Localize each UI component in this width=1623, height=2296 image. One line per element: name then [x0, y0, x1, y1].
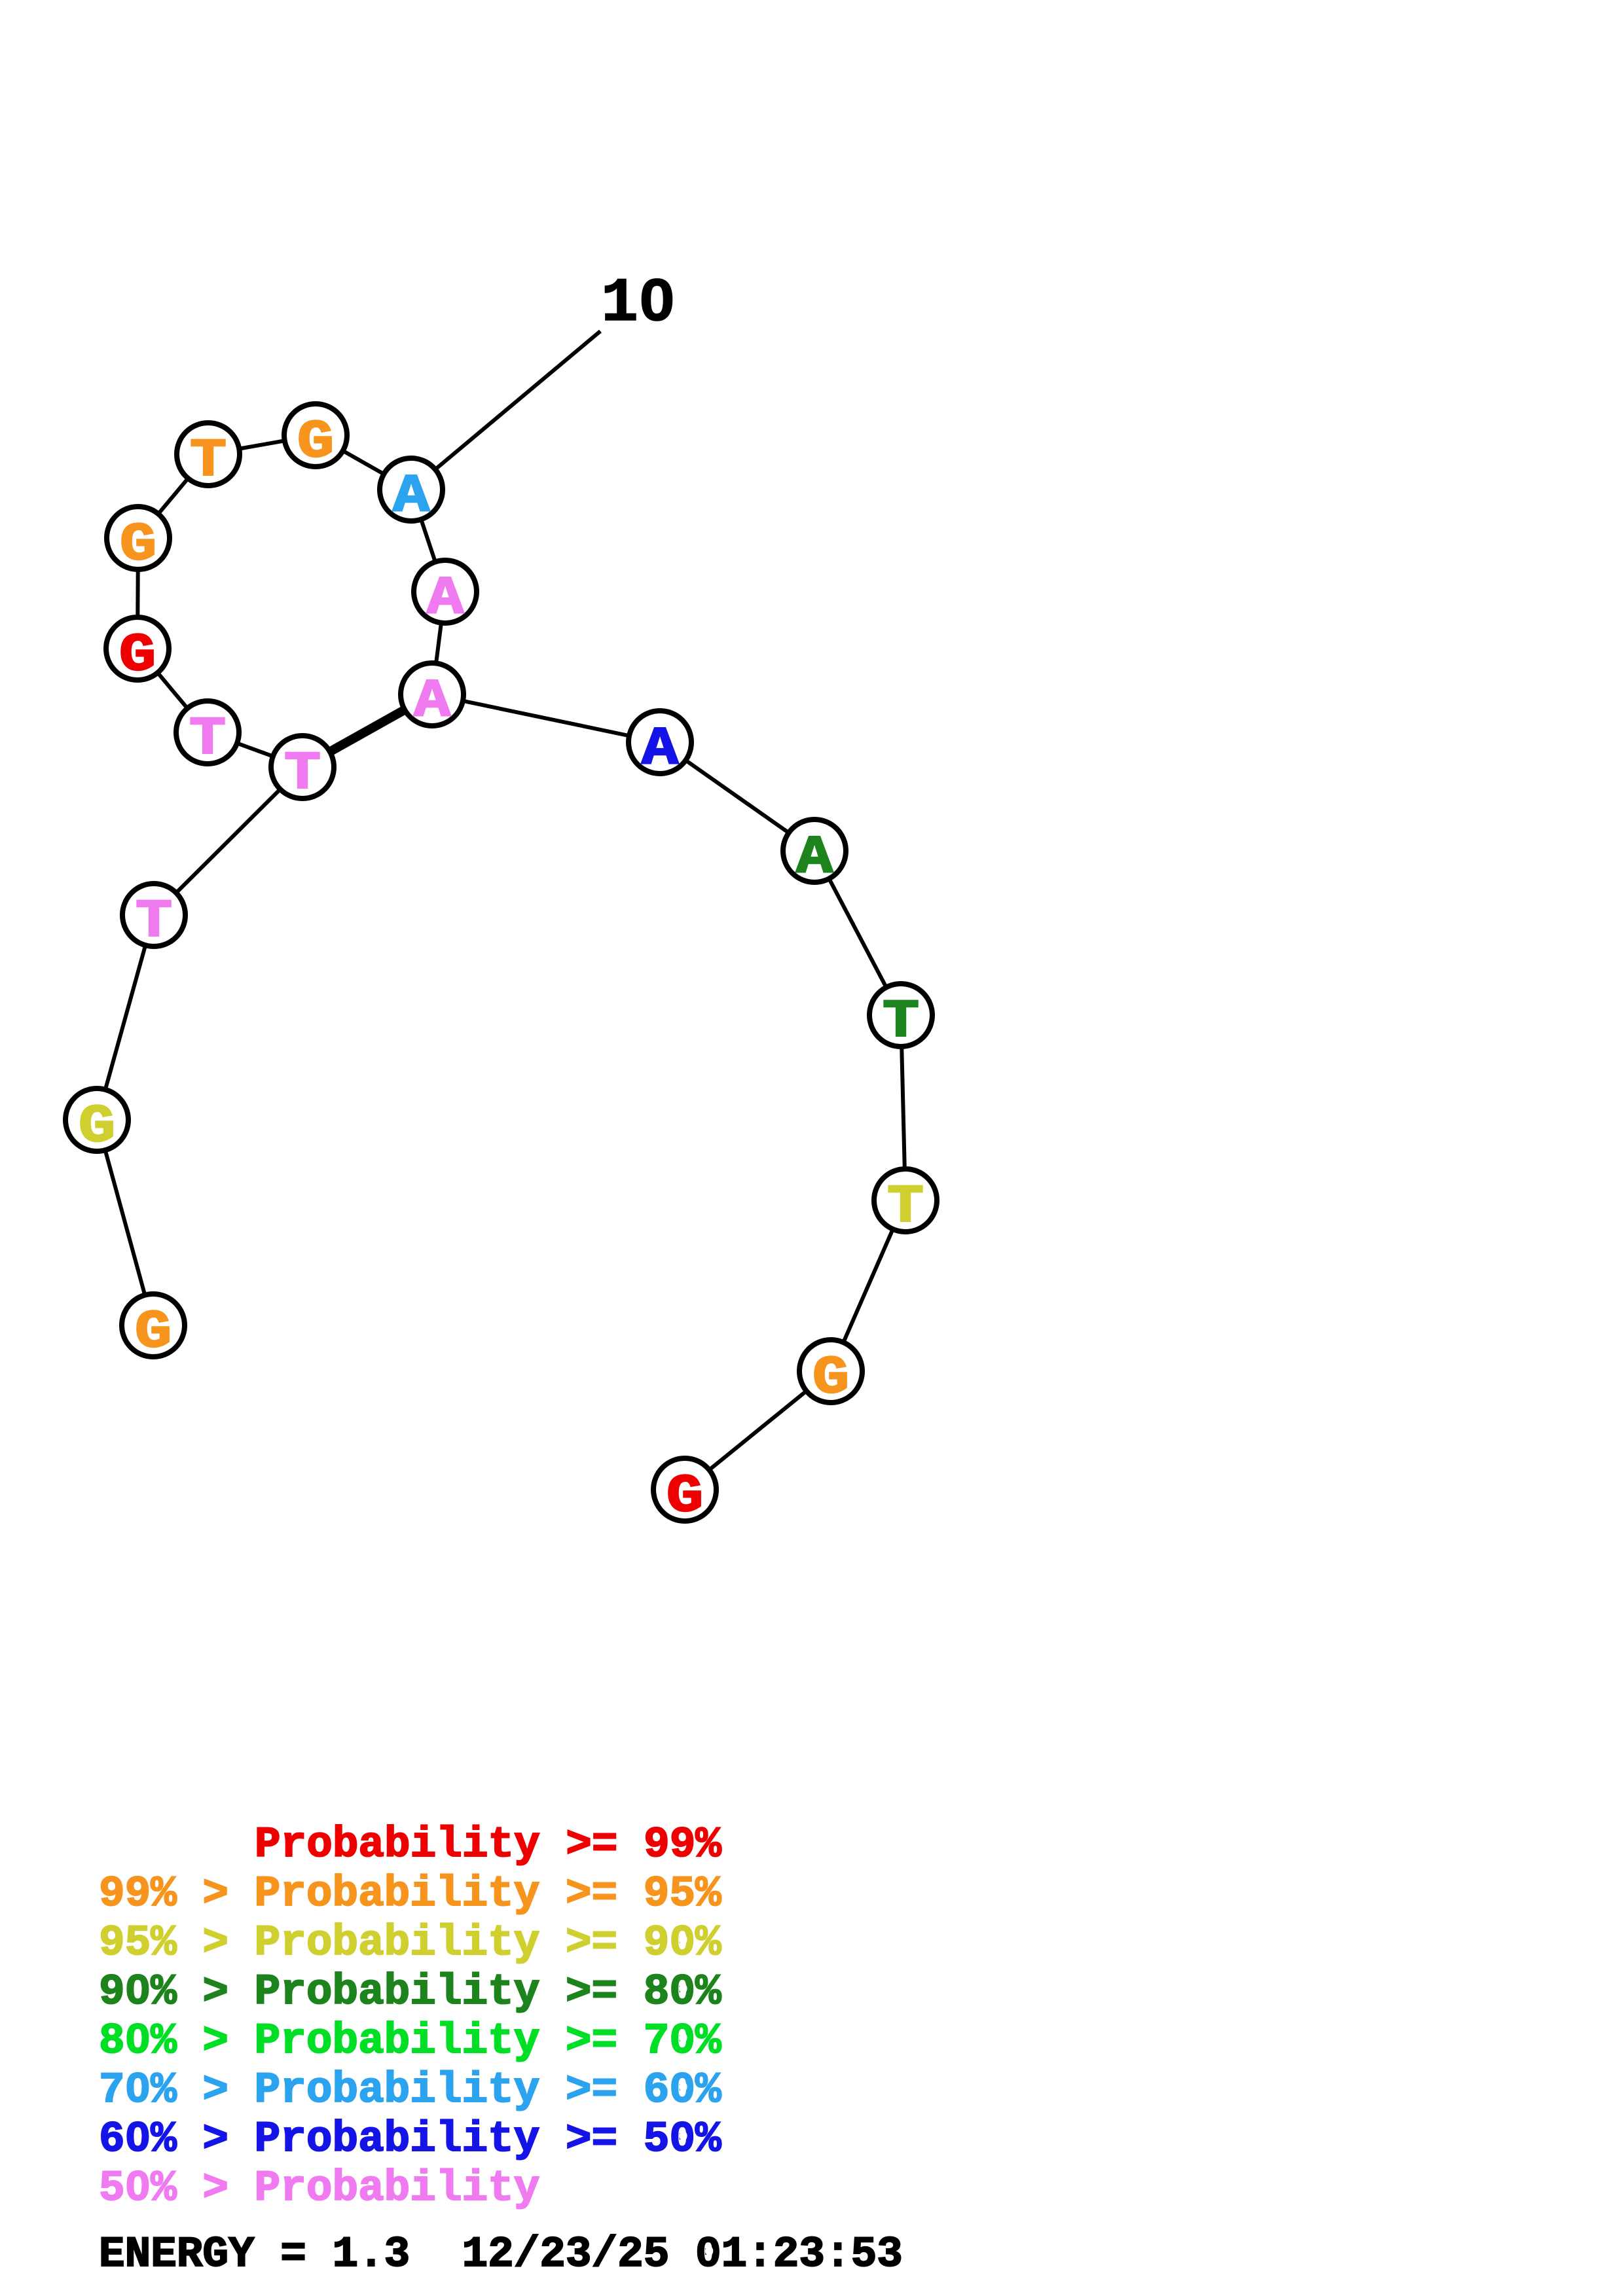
svg-text:10: 10 [601, 268, 676, 339]
svg-text:T: T [887, 1177, 924, 1238]
svg-text:90% > Probability >= 80%: 90% > Probability >= 80% [99, 1967, 721, 2017]
svg-text:A: A [393, 467, 429, 527]
svg-text:T: T [136, 892, 172, 952]
svg-text:80% > Probability >= 70%: 80% > Probability >= 70% [99, 2017, 721, 2066]
svg-text:T: T [189, 709, 226, 770]
svg-text:50% > Probability: 50% > Probability [99, 2164, 539, 2213]
svg-text:ENERGY = 1.3 12/23/25 01:23:5: ENERGY = 1.3 12/23/25 01:23:53 [99, 2230, 903, 2279]
svg-text:A: A [414, 672, 450, 732]
svg-text:T: T [190, 431, 227, 492]
svg-text:G: G [79, 1097, 115, 1157]
svg-text:A: A [642, 719, 678, 780]
svg-text:95% > Probability >= 90%: 95% > Probability >= 90% [99, 1918, 721, 1967]
svg-text:G: G [666, 1467, 703, 1527]
svg-text:99% > Probability >= 95%: 99% > Probability >= 95% [99, 1869, 721, 1918]
svg-text:A: A [796, 828, 833, 888]
svg-text:G: G [297, 412, 334, 473]
svg-text:G: G [812, 1348, 849, 1408]
svg-text:G: G [135, 1302, 172, 1363]
svg-text:A: A [427, 569, 464, 629]
svg-text:Probability >= 99%: Probability >= 99% [255, 1820, 721, 1869]
svg-text:70% > Probability >= 60%: 70% > Probability >= 60% [99, 2066, 721, 2115]
svg-text:G: G [120, 515, 156, 575]
svg-text:T: T [284, 744, 321, 804]
svg-text:T: T [883, 992, 919, 1052]
svg-text:60% > Probability >= 50%: 60% > Probability >= 50% [99, 2115, 721, 2164]
svg-text:G: G [119, 626, 156, 686]
